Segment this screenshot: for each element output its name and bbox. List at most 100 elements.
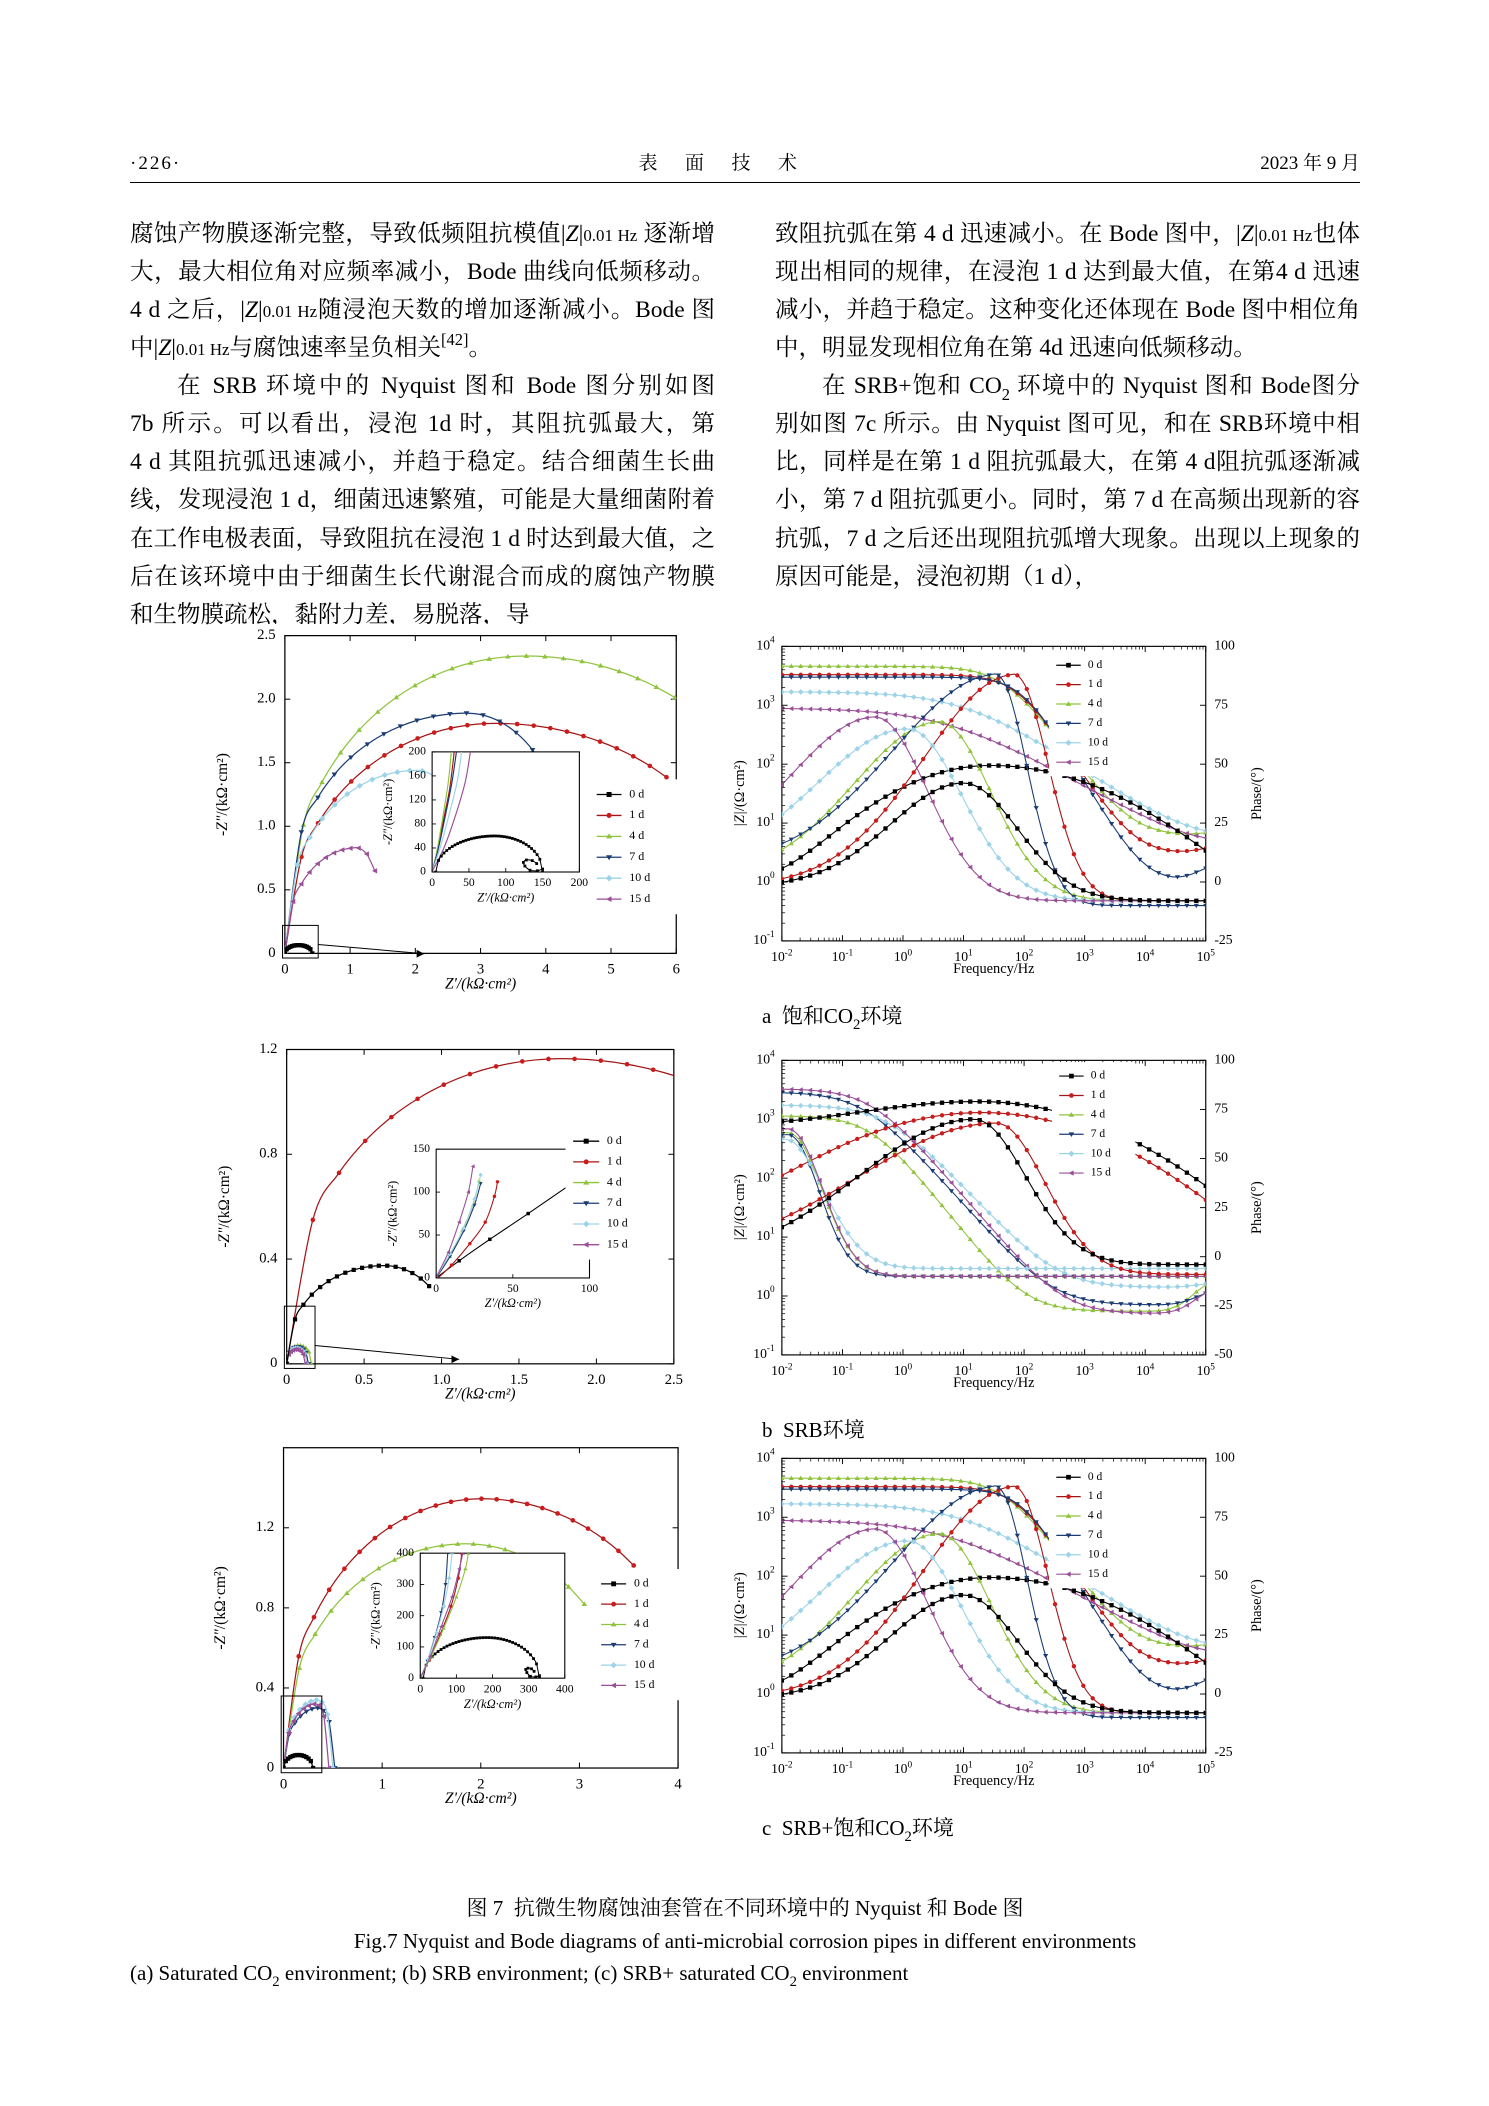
svg-text:-Z"/(kΩ·cm²): -Z"/(kΩ·cm²)	[369, 1582, 383, 1649]
svg-text:0.8: 0.8	[259, 1146, 277, 1162]
svg-text:0.4: 0.4	[256, 1679, 275, 1695]
svg-text:100: 100	[396, 1640, 414, 1653]
svg-text:40: 40	[414, 841, 426, 854]
svg-text:50: 50	[1214, 755, 1228, 770]
svg-text:Z'/(kΩ·cm²): Z'/(kΩ·cm²)	[445, 975, 516, 992]
svg-text:Z'/(kΩ·cm²): Z'/(kΩ·cm²)	[485, 1296, 541, 1310]
svg-text:-Z"/(kΩ·cm²): -Z"/(kΩ·cm²)	[214, 753, 231, 836]
svg-text:|Z|/(Ω·cm²): |Z|/(Ω·cm²)	[732, 1572, 748, 1639]
svg-text:2.5: 2.5	[665, 1372, 683, 1388]
svg-text:0 d: 0 d	[1088, 1471, 1103, 1483]
svg-text:Phase/(°): Phase/(°)	[1249, 767, 1265, 820]
svg-text:0: 0	[270, 1355, 277, 1371]
svg-text:50: 50	[463, 876, 475, 889]
svg-text:0: 0	[424, 1272, 430, 1284]
svg-text:1.2: 1.2	[256, 1519, 275, 1535]
svg-text:2.0: 2.0	[587, 1372, 605, 1388]
svg-text:-Z"/(kΩ·cm²): -Z"/(kΩ·cm²)	[381, 779, 395, 845]
svg-text:50: 50	[1214, 1567, 1228, 1582]
svg-text:-25: -25	[1214, 932, 1232, 947]
svg-text:10 d: 10 d	[634, 1658, 655, 1671]
svg-text:7 d: 7 d	[629, 849, 644, 863]
svg-text:1: 1	[378, 1776, 385, 1792]
svg-text:50: 50	[419, 1229, 431, 1241]
svg-text:1.0: 1.0	[257, 818, 275, 834]
svg-text:7 d: 7 d	[1091, 1128, 1106, 1140]
svg-text:4 d: 4 d	[1088, 698, 1103, 710]
svg-text:10 d: 10 d	[1088, 736, 1108, 748]
svg-text:0 d: 0 d	[634, 1577, 649, 1590]
svg-text:0.5: 0.5	[257, 881, 275, 897]
svg-text:-50: -50	[1214, 1346, 1232, 1361]
svg-text:0 d: 0 d	[629, 786, 644, 800]
svg-text:200: 200	[409, 745, 427, 758]
svg-text:0: 0	[420, 865, 426, 878]
svg-text:0: 0	[417, 1682, 423, 1695]
svg-text:300: 300	[520, 1682, 538, 1695]
svg-text:150: 150	[534, 876, 552, 889]
svg-text:160: 160	[409, 769, 427, 782]
svg-text:100: 100	[581, 1283, 599, 1295]
svg-text:25: 25	[1214, 1626, 1228, 1641]
svg-text:-Z"/(kΩ·cm²): -Z"/(kΩ·cm²)	[385, 1181, 399, 1247]
svg-text:2.0: 2.0	[257, 691, 275, 707]
svg-text:0.4: 0.4	[259, 1250, 278, 1266]
svg-text:10 d: 10 d	[629, 870, 650, 884]
svg-text:4 d: 4 d	[634, 1617, 649, 1630]
svg-text:Phase/(°): Phase/(°)	[1249, 1579, 1265, 1632]
svg-text:1 d: 1 d	[1091, 1089, 1106, 1101]
svg-text:400: 400	[556, 1682, 574, 1695]
svg-text:400: 400	[396, 1546, 414, 1559]
svg-text:2.5: 2.5	[257, 627, 275, 643]
svg-text:50: 50	[1214, 1150, 1228, 1165]
svg-text:15 d: 15 d	[629, 891, 650, 905]
svg-text:-25: -25	[1214, 1297, 1232, 1312]
svg-text:-Z"/(kΩ·cm²): -Z"/(kΩ·cm²)	[216, 1166, 233, 1248]
svg-text:300: 300	[396, 1577, 414, 1590]
svg-text:1.5: 1.5	[257, 754, 275, 770]
svg-text:Z'/(kΩ·cm²): Z'/(kΩ·cm²)	[477, 890, 534, 904]
svg-text:-25: -25	[1214, 1744, 1232, 1759]
svg-text:6: 6	[673, 962, 680, 978]
svg-text:0: 0	[283, 1372, 290, 1388]
svg-text:15 d: 15 d	[634, 1678, 655, 1691]
svg-text:150: 150	[413, 1143, 431, 1155]
svg-text:15 d: 15 d	[1091, 1167, 1111, 1179]
svg-text:80: 80	[414, 817, 426, 830]
svg-text:100: 100	[1214, 1051, 1235, 1066]
svg-text:1 d: 1 d	[629, 807, 644, 821]
svg-text:7 d: 7 d	[1088, 717, 1103, 729]
svg-text:0 d: 0 d	[1091, 1070, 1106, 1082]
svg-text:25: 25	[1214, 1199, 1228, 1214]
svg-text:Frequency/Hz: Frequency/Hz	[953, 1375, 1034, 1391]
svg-text:4 d: 4 d	[1091, 1109, 1106, 1121]
svg-text:10 d: 10 d	[607, 1216, 628, 1230]
svg-text:4 d: 4 d	[629, 828, 644, 842]
svg-text:0: 0	[268, 945, 275, 961]
svg-text:0 d: 0 d	[607, 1133, 622, 1147]
svg-text:0: 0	[1214, 1685, 1221, 1700]
svg-text:|Z|/(Ω·cm²): |Z|/(Ω·cm²)	[732, 1174, 748, 1241]
svg-text:100: 100	[448, 1682, 466, 1695]
svg-text:100: 100	[1214, 637, 1235, 652]
svg-text:100: 100	[1214, 1449, 1235, 1464]
svg-text:2: 2	[412, 962, 419, 978]
svg-text:3: 3	[576, 1776, 583, 1792]
svg-text:15 d: 15 d	[1088, 1568, 1108, 1580]
svg-text:Frequency/Hz: Frequency/Hz	[953, 961, 1034, 977]
svg-text:1 d: 1 d	[634, 1597, 649, 1610]
svg-text:100: 100	[413, 1186, 431, 1198]
svg-text:4: 4	[674, 1776, 682, 1792]
svg-text:7 d: 7 d	[607, 1195, 622, 1209]
svg-text:Z'/(kΩ·cm²): Z'/(kΩ·cm²)	[464, 1697, 521, 1711]
svg-text:0.5: 0.5	[355, 1372, 373, 1388]
svg-text:200: 200	[484, 1682, 502, 1695]
svg-text:50: 50	[507, 1283, 519, 1295]
svg-text:10 d: 10 d	[1091, 1147, 1111, 1159]
svg-text:15 d: 15 d	[1088, 756, 1108, 768]
svg-text:100: 100	[497, 876, 515, 889]
svg-text:7 d: 7 d	[1088, 1529, 1103, 1541]
svg-text:1 d: 1 d	[1088, 678, 1103, 690]
svg-text:0: 0	[1214, 1248, 1221, 1263]
svg-text:|Z|/(Ω·cm²): |Z|/(Ω·cm²)	[732, 760, 748, 827]
